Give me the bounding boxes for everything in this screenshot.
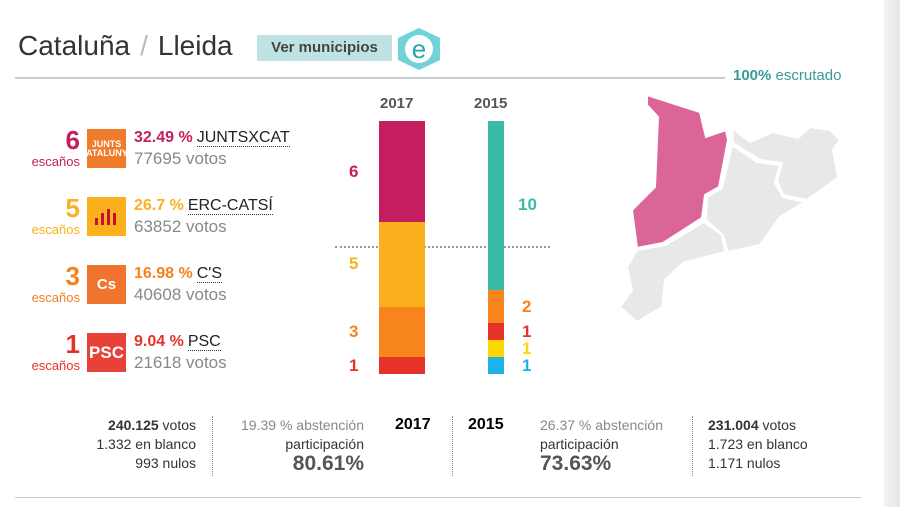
seats-count: 3	[65, 261, 80, 291]
scrutiny-status: 100% escrutado	[733, 67, 842, 84]
map-province-girona[interactable]	[730, 125, 842, 202]
scrollbar[interactable]	[884, 0, 900, 507]
participation-2017: 19.39 % abstención participación 80.61%	[241, 417, 364, 475]
divider	[452, 416, 453, 476]
province-name: Lleida	[157, 30, 233, 61]
footer-year-2015: 2015	[468, 416, 504, 433]
party-row: 3 escaños Cs 16.98 % C'S 40608 votos	[0, 261, 330, 315]
party-name-link[interactable]: PSC	[187, 333, 221, 351]
seat-bar-segment-y2015	[488, 289, 504, 324]
seats-label: escaños	[31, 154, 80, 169]
seat-label: 3	[349, 321, 359, 341]
party-row: 5 escaños 26.7 % ERC-CATSÍ 63852 votos	[0, 193, 330, 247]
seat-label: 6	[349, 161, 359, 181]
participation-2015: 26.37 % abstención participación 73.63%	[540, 417, 663, 475]
party-votes: 63852 votos	[134, 217, 227, 236]
seats-count: 1	[65, 329, 80, 359]
region-link[interactable]: Cataluña	[18, 30, 131, 61]
footer-year-2017: 2017	[395, 416, 431, 433]
party-logo	[87, 197, 126, 236]
seat-bar-segment-y2015	[488, 357, 504, 374]
party-percent: 9.04 % PSC	[134, 333, 221, 351]
map-province-barcelona[interactable]	[704, 143, 808, 254]
seats-count: 6	[65, 125, 80, 155]
seat-bar-segment-y2017	[379, 306, 425, 358]
party-row: 1 escaños PSC 9.04 % PSC 21618 votos	[0, 329, 330, 383]
svg-text:e: e	[412, 34, 426, 64]
party-logo: PSC	[87, 333, 126, 372]
seats-label: escaños	[31, 290, 80, 305]
seat-bar-segment-y2015	[488, 323, 504, 341]
seat-bar-segment-y2017	[379, 121, 425, 223]
year-2017-header: 2017	[380, 95, 414, 112]
map-province-lleida[interactable]	[630, 93, 730, 250]
seat-label: 1	[522, 355, 532, 375]
party-row: 6 escaños JUNTS CATALUNYA 32.49 % JUNTSXC…	[0, 125, 330, 179]
party-logo: JUNTS CATALUNYA	[80, 129, 133, 168]
seat-bar-segment-y2015	[488, 121, 504, 290]
seats-count: 5	[65, 193, 80, 223]
seat-label: 1	[349, 355, 359, 375]
party-percent: 26.7 % ERC-CATSÍ	[134, 197, 273, 215]
party-name-link[interactable]: C'S	[196, 265, 222, 283]
party-votes: 77695 votos	[134, 149, 227, 168]
map-province-tarragona[interactable]	[618, 220, 727, 324]
party-percent: 32.49 % JUNTSXCAT	[134, 129, 290, 147]
seats-label: escaños	[31, 222, 80, 237]
seat-label: 10	[518, 195, 537, 215]
seat-label: 2	[522, 296, 532, 316]
divider	[692, 416, 693, 476]
year-2015-header: 2015	[474, 95, 508, 112]
party-name-link[interactable]: ERC-CATSÍ	[187, 197, 273, 215]
votes-summary-2017: 240.125 votos 1.332 en blanco 993 nulos	[96, 417, 196, 471]
seat-label: 1	[522, 321, 532, 341]
party-logo: Cs	[87, 265, 126, 304]
seat-bar-segment-y2017	[379, 222, 425, 307]
seat-label: 1	[522, 338, 532, 358]
breadcrumb-separator: /	[140, 30, 148, 61]
divider	[212, 416, 213, 476]
divider	[15, 497, 861, 498]
page-title: Cataluña / Lleida	[18, 30, 233, 62]
seat-bar-segment-y2017	[379, 357, 425, 374]
votes-summary-2015: 231.004 votos 1.723 en blanco 1.171 nulos	[708, 417, 808, 471]
party-votes: 21618 votos	[134, 353, 227, 372]
party-name-link[interactable]: JUNTSXCAT	[196, 129, 290, 147]
e-logo-icon: e	[398, 28, 440, 70]
majority-line	[335, 246, 550, 248]
seat-bar-segment-y2015	[488, 340, 504, 358]
party-percent: 16.98 % C'S	[134, 265, 222, 283]
divider	[15, 77, 725, 79]
seats-label: escaños	[31, 358, 80, 373]
ver-municipios-button[interactable]: Ver municipios	[257, 35, 392, 61]
party-votes: 40608 votos	[134, 285, 227, 304]
seat-label: 5	[349, 254, 359, 274]
erc-logo-icon	[94, 208, 116, 225]
